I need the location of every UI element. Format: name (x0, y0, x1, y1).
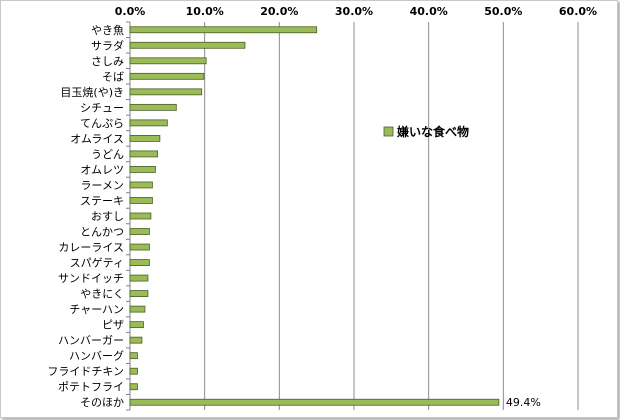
bar (129, 274, 149, 282)
bar (129, 41, 246, 49)
category-label: おすし (91, 210, 124, 223)
category-label: スパゲティ (70, 257, 124, 270)
bar (129, 305, 146, 313)
bar (129, 243, 150, 251)
category-label: 目玉焼(や)き (60, 86, 124, 99)
category-label: そば (102, 70, 124, 83)
category-label: フライドチキン (47, 365, 124, 378)
category-label: シチュー (80, 101, 124, 114)
category-label: とんかつ (80, 226, 124, 239)
x-tick-label: 50.0% (484, 5, 522, 18)
bar (129, 72, 205, 80)
bar (129, 166, 156, 173)
bar (129, 336, 143, 344)
category-label: ピザ (102, 319, 124, 332)
x-tick-label: 30.0% (335, 5, 373, 18)
bar (129, 290, 149, 298)
bar (129, 88, 203, 96)
category-label: サラダ (91, 38, 124, 52)
x-tick-label: 0.0% (115, 5, 146, 18)
category-label: カレーライス (58, 241, 124, 254)
category-label: うどん (91, 148, 124, 161)
bar (129, 134, 161, 142)
category-label: ハンバーグ (69, 349, 124, 363)
category-label: やき魚 (91, 24, 124, 37)
category-label: ラーメン (80, 179, 124, 192)
category-label: サンドイッチ (58, 272, 124, 285)
category-label: そのほか (80, 396, 124, 409)
x-tick-label: 60.0% (559, 5, 597, 18)
category-label: ポテトフライ (58, 381, 124, 394)
bar (129, 352, 138, 360)
x-tick-label: 40.0% (410, 5, 448, 18)
bar (129, 259, 150, 266)
category-label: オムレツ (80, 163, 124, 176)
bar (129, 321, 144, 329)
x-tick-label: 10.0% (186, 5, 224, 18)
legend-label: 嫌いな食べ物 (396, 124, 469, 139)
category-label: ステーキ (80, 194, 124, 207)
bar (129, 57, 207, 65)
category-label: てんぷら (80, 117, 124, 130)
bar (129, 228, 150, 235)
category-label: オムライス (70, 132, 124, 145)
bar (129, 197, 153, 204)
category-label: ハンバーガー (58, 334, 124, 347)
x-tick-label: 20.0% (260, 5, 298, 18)
bar (129, 367, 138, 375)
category-label: チャーハン (69, 303, 124, 316)
category-label: やきにく (80, 288, 124, 301)
legend-swatch (383, 126, 394, 137)
category-label: さしみ (91, 55, 124, 68)
data-label: 49.4% (506, 396, 541, 409)
bar (129, 26, 318, 34)
bar (129, 212, 152, 220)
bar (129, 103, 177, 111)
bar (129, 181, 153, 189)
bar (129, 119, 168, 127)
bar (129, 398, 500, 406)
bar (129, 383, 138, 391)
bar (129, 150, 159, 158)
